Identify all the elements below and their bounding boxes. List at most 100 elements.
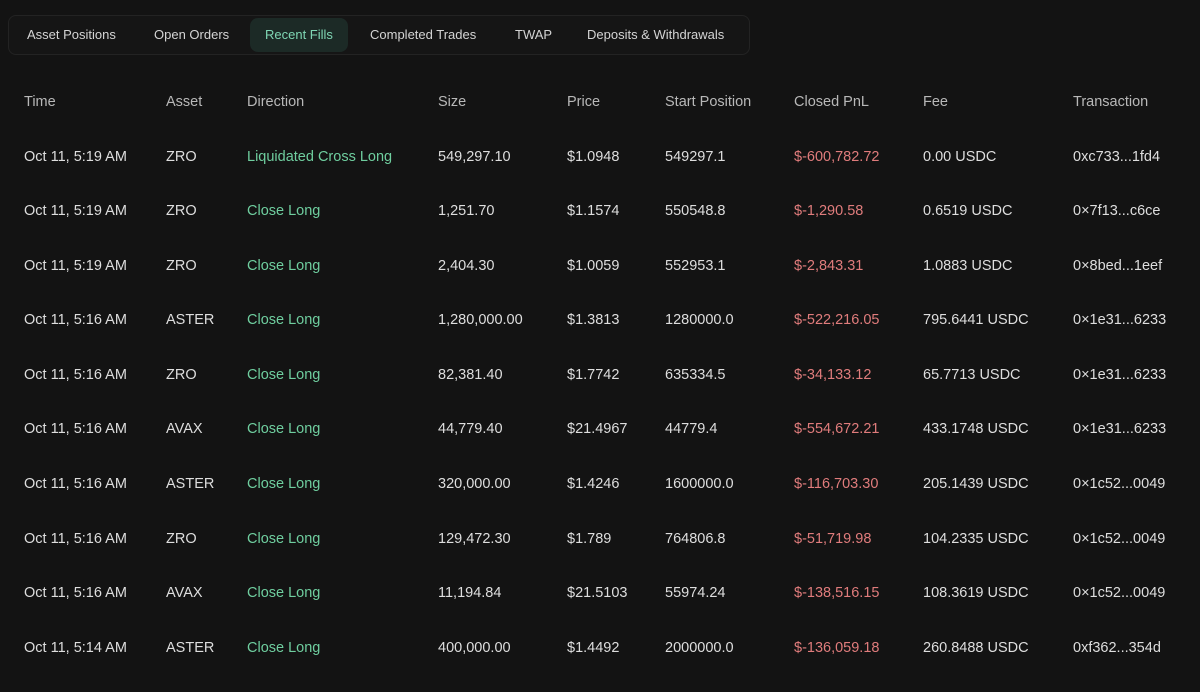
fill-transaction-link[interactable]: 0×1e31...6233	[1073, 367, 1167, 383]
column-header-asset[interactable]: Asset	[166, 94, 203, 110]
fill-direction: Close Long	[247, 258, 321, 274]
fill-direction: Close Long	[247, 312, 321, 328]
fill-price: $21.5103	[567, 585, 628, 601]
fill-time: Oct 11, 5:16 AM	[24, 531, 127, 547]
fill-price: $1.0059	[567, 258, 620, 274]
table-row: Oct 11, 5:19 AM ZRO Close Long 2,404.30 …	[0, 258, 1200, 278]
tab-twap[interactable]: TWAP	[515, 27, 553, 42]
fill-direction: Close Long	[247, 585, 321, 601]
table-row: Oct 11, 5:16 AM AVAX Close Long 44,779.4…	[0, 421, 1200, 441]
fill-time: Oct 11, 5:19 AM	[24, 203, 127, 219]
fill-size: 400,000.00	[438, 640, 511, 656]
fill-transaction-link[interactable]: 0×1c52...0049	[1073, 585, 1166, 601]
fill-fee: 104.2335 USDC	[923, 531, 1029, 547]
fill-time: Oct 11, 5:14 AM	[24, 640, 127, 656]
fill-asset[interactable]: ASTER	[166, 476, 215, 492]
fill-transaction-link[interactable]: 0xc733...1fd4	[1073, 149, 1161, 165]
column-header-closed-pnl[interactable]: Closed PnL	[794, 94, 869, 110]
table-row: Oct 11, 5:16 AM AVAX Close Long 11,194.8…	[0, 585, 1200, 605]
column-header-price[interactable]: Price	[567, 94, 601, 110]
column-header-fee[interactable]: Fee	[923, 94, 948, 110]
fill-closed-pnl: $-2,843.31	[794, 258, 864, 274]
fill-direction: Close Long	[247, 476, 321, 492]
fill-size: 1,280,000.00	[438, 312, 523, 328]
fill-size: 82,381.40	[438, 367, 503, 383]
fill-start-position: 550548.8	[665, 203, 726, 219]
fill-transaction-link[interactable]: 0×8bed...1eef	[1073, 258, 1163, 274]
fill-transaction-link[interactable]: 0×1e31...6233	[1073, 312, 1167, 328]
fill-start-position: 552953.1	[665, 258, 726, 274]
fill-price: $1.4492	[567, 640, 620, 656]
fill-start-position: 1600000.0	[665, 476, 734, 492]
column-header-size[interactable]: Size	[438, 94, 467, 110]
fill-closed-pnl: $-34,133.12	[794, 367, 872, 383]
column-header-direction[interactable]: Direction	[247, 94, 305, 110]
column-header-time[interactable]: Time	[24, 94, 56, 110]
fill-fee: 260.8488 USDC	[923, 640, 1029, 656]
fill-closed-pnl: $-136,059.18	[794, 640, 880, 656]
tab-asset-positions[interactable]: Asset Positions	[27, 27, 116, 42]
fill-transaction-link[interactable]: 0×1e31...6233	[1073, 421, 1167, 437]
fill-asset[interactable]: AVAX	[166, 421, 203, 437]
fill-asset[interactable]: ASTER	[166, 312, 215, 328]
fill-start-position: 44779.4	[665, 421, 718, 437]
fill-fee: 433.1748 USDC	[923, 421, 1029, 437]
fill-fee: 0.6519 USDC	[923, 203, 1013, 219]
tab-open-orders[interactable]: Open Orders	[154, 27, 230, 42]
fill-size: 11,194.84	[438, 585, 502, 601]
fill-start-position: 55974.24	[665, 585, 726, 601]
tab-bar: Asset Positions Open Orders Recent Fills…	[8, 15, 750, 55]
fill-time: Oct 11, 5:16 AM	[24, 476, 127, 492]
fill-fee: 795.6441 USDC	[923, 312, 1029, 328]
fill-asset[interactable]: ZRO	[166, 203, 197, 219]
fill-time: Oct 11, 5:16 AM	[24, 367, 127, 383]
table-row: Oct 11, 5:16 AM ZRO Close Long 82,381.40…	[0, 367, 1200, 387]
fill-direction: Close Long	[247, 367, 321, 383]
fill-price: $1.3813	[567, 312, 620, 328]
fill-price: $1.7742	[567, 367, 620, 383]
tab-completed-trades[interactable]: Completed Trades	[370, 27, 477, 42]
fill-size: 129,472.30	[438, 531, 511, 547]
fill-price: $1.1574	[567, 203, 620, 219]
fill-start-position: 549297.1	[665, 149, 726, 165]
fill-closed-pnl: $-600,782.72	[794, 149, 880, 165]
fill-asset[interactable]: AVAX	[166, 585, 203, 601]
fill-price: $1.0948	[567, 149, 620, 165]
column-header-start-position[interactable]: Start Position	[665, 94, 752, 110]
tab-deposits-withdrawals[interactable]: Deposits & Withdrawals	[587, 27, 725, 42]
fill-time: Oct 11, 5:19 AM	[24, 258, 127, 274]
fill-start-position: 764806.8	[665, 531, 726, 547]
fill-transaction-link[interactable]: 0xf362...354d	[1073, 640, 1161, 656]
fill-time: Oct 11, 5:16 AM	[24, 585, 127, 601]
fill-size: 320,000.00	[438, 476, 511, 492]
fill-price: $21.4967	[567, 421, 628, 437]
fill-direction: Close Long	[247, 531, 321, 547]
fill-asset[interactable]: ZRO	[166, 149, 197, 165]
fill-direction: Liquidated Cross Long	[247, 149, 393, 165]
table-row: Oct 11, 5:14 AM ASTER Close Long 400,000…	[0, 640, 1200, 660]
tab-recent-fills[interactable]: Recent Fills	[250, 18, 348, 52]
fill-start-position: 1280000.0	[665, 312, 734, 328]
column-header-transaction[interactable]: Transaction	[1073, 94, 1149, 110]
fill-asset[interactable]: ZRO	[166, 258, 197, 274]
table-row: Oct 11, 5:16 AM ASTER Close Long 1,280,0…	[0, 312, 1200, 332]
fill-closed-pnl: $-138,516.15	[794, 585, 880, 601]
fill-size: 1,251.70	[438, 203, 495, 219]
fill-asset[interactable]: ZRO	[166, 531, 197, 547]
fill-fee: 65.7713 USDC	[923, 367, 1021, 383]
fill-size: 549,297.10	[438, 149, 511, 165]
fill-asset[interactable]: ZRO	[166, 367, 197, 383]
fill-closed-pnl: $-554,672.21	[794, 421, 880, 437]
fill-transaction-link[interactable]: 0×7f13...c6ce	[1073, 203, 1161, 219]
fill-size: 2,404.30	[438, 258, 495, 274]
fill-asset[interactable]: ASTER	[166, 640, 215, 656]
fill-transaction-link[interactable]: 0×1c52...0049	[1073, 476, 1166, 492]
fill-closed-pnl: $-1,290.58	[794, 203, 864, 219]
fill-fee: 108.3619 USDC	[923, 585, 1029, 601]
fill-start-position: 2000000.0	[665, 640, 734, 656]
fill-transaction-link[interactable]: 0×1c52...0049	[1073, 531, 1166, 547]
table-row: Oct 11, 5:19 AM ZRO Close Long 1,251.70 …	[0, 203, 1200, 223]
fill-fee: 205.1439 USDC	[923, 476, 1029, 492]
fill-time: Oct 11, 5:19 AM	[24, 149, 127, 165]
